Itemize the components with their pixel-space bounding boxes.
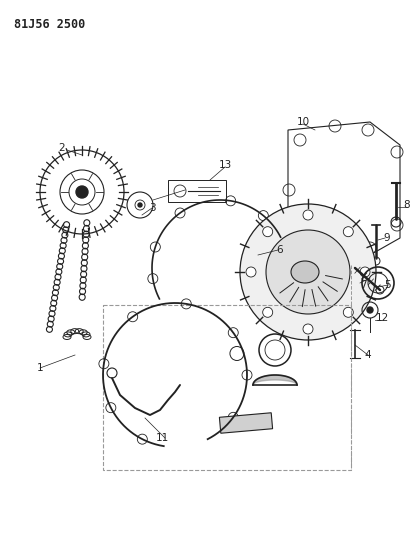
Circle shape [263,227,273,237]
Circle shape [343,227,353,237]
Circle shape [343,308,353,317]
Text: 4: 4 [365,350,371,360]
Text: 10: 10 [297,117,309,127]
Circle shape [263,308,273,317]
Text: 3: 3 [149,203,155,213]
Circle shape [303,210,313,220]
Bar [168,180,226,202]
Text: 13: 13 [218,160,232,170]
Text: 5: 5 [385,280,391,290]
Circle shape [303,324,313,334]
Circle shape [240,204,376,340]
Circle shape [266,230,350,314]
Text: 12: 12 [375,313,389,323]
Circle shape [246,267,256,277]
Bar [103,305,351,470]
Text: 8: 8 [404,200,410,210]
Text: 7: 7 [360,280,366,290]
Text: 1: 1 [37,363,43,373]
Text: 81J56 2500: 81J56 2500 [14,18,85,31]
Text: 9: 9 [384,233,390,243]
Ellipse shape [291,261,319,283]
Circle shape [367,307,373,313]
Circle shape [138,203,142,207]
Polygon shape [253,375,297,385]
Bar [220,413,273,433]
Text: 6: 6 [277,245,283,255]
Text: 11: 11 [155,433,169,443]
Circle shape [360,267,370,277]
Text: 2: 2 [59,143,66,153]
Circle shape [76,186,88,198]
